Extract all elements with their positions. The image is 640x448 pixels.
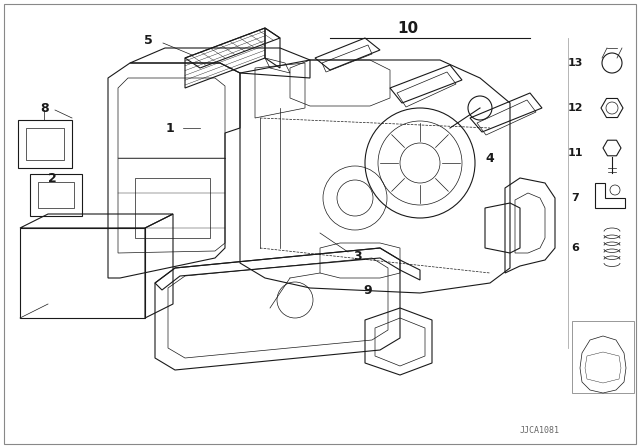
Text: 7: 7 <box>571 193 579 203</box>
Text: JJCA1081: JJCA1081 <box>520 426 560 435</box>
Text: 4: 4 <box>486 151 494 164</box>
Text: 1: 1 <box>166 121 174 134</box>
Text: 8: 8 <box>41 102 49 115</box>
Text: 9: 9 <box>364 284 372 297</box>
Text: 2: 2 <box>47 172 56 185</box>
Text: 12: 12 <box>567 103 583 113</box>
Text: 3: 3 <box>354 250 362 263</box>
Text: 10: 10 <box>397 21 419 35</box>
Text: 11: 11 <box>567 148 583 158</box>
Text: 5: 5 <box>143 34 152 47</box>
Bar <box>572 321 634 393</box>
Text: 6: 6 <box>571 243 579 253</box>
Text: 13: 13 <box>567 58 582 68</box>
